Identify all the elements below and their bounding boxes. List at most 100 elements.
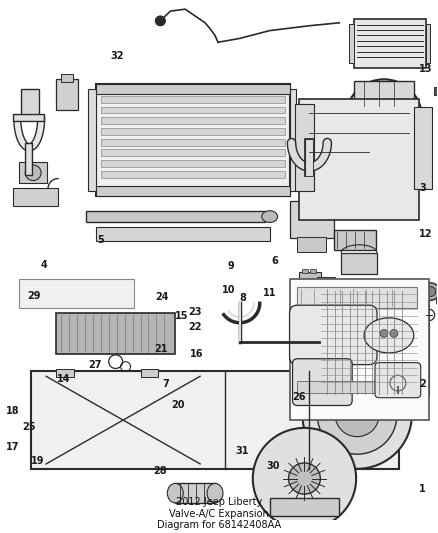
Text: 27: 27 (88, 360, 102, 370)
Bar (101, 160, 285, 167)
Text: 7: 7 (162, 379, 169, 390)
Bar (101, 96, 285, 103)
Bar (141, 369, 159, 377)
Bar (434, 87, 438, 95)
Bar (341, 253, 377, 274)
Text: 6: 6 (271, 256, 278, 266)
Ellipse shape (390, 329, 398, 337)
Text: 11: 11 (262, 288, 276, 298)
Ellipse shape (380, 329, 388, 337)
Text: 8: 8 (239, 293, 246, 303)
Text: 3: 3 (419, 183, 426, 193)
Bar (101, 139, 285, 146)
Bar (321, 169, 345, 176)
Bar (318, 277, 335, 285)
Bar (31, 372, 399, 469)
Text: 25: 25 (22, 422, 36, 432)
Bar (354, 19, 426, 68)
Text: 30: 30 (267, 462, 280, 471)
Text: 24: 24 (155, 292, 169, 302)
Ellipse shape (303, 362, 412, 469)
FancyBboxPatch shape (375, 362, 421, 398)
Ellipse shape (318, 376, 397, 454)
Bar (354, 81, 414, 106)
Text: 18: 18 (6, 406, 19, 416)
Text: 5: 5 (97, 235, 104, 245)
Text: 21: 21 (155, 344, 168, 354)
Bar (88, 89, 96, 191)
Bar (56, 369, 74, 377)
Bar (300, 99, 419, 221)
Bar (297, 237, 326, 252)
Ellipse shape (426, 287, 436, 296)
Ellipse shape (155, 16, 165, 26)
Text: 29: 29 (28, 291, 41, 301)
Bar (324, 288, 336, 300)
Text: 15: 15 (175, 311, 188, 321)
Text: 32: 32 (110, 51, 124, 61)
Bar (175, 483, 215, 503)
Bar (290, 89, 296, 191)
Bar (300, 272, 321, 288)
FancyBboxPatch shape (290, 305, 377, 365)
Bar (101, 149, 285, 156)
Text: 10: 10 (222, 285, 235, 295)
Bar (61, 75, 73, 82)
Text: 12: 12 (419, 229, 433, 239)
Ellipse shape (335, 394, 379, 437)
Bar (294, 103, 314, 191)
Ellipse shape (437, 295, 438, 308)
Ellipse shape (422, 283, 438, 300)
Bar (96, 84, 290, 94)
Bar (13, 188, 58, 206)
Text: 2012 Jeep Liberty
Valve-A/C Expansion
Diagram for 68142408AA: 2012 Jeep Liberty Valve-A/C Expansion Di… (157, 497, 281, 530)
Bar (270, 498, 339, 515)
Text: 19: 19 (31, 456, 45, 466)
Bar (86, 211, 265, 222)
Text: 22: 22 (188, 322, 202, 333)
Bar (426, 24, 430, 63)
Bar (311, 269, 316, 273)
Bar (96, 84, 290, 196)
Bar (303, 269, 308, 273)
Bar (309, 282, 344, 309)
Bar (319, 289, 419, 396)
Bar (21, 89, 39, 120)
Ellipse shape (167, 483, 183, 503)
Bar (101, 128, 285, 135)
Bar (56, 79, 78, 110)
Bar (19, 162, 47, 183)
Bar (290, 279, 429, 420)
Bar (101, 117, 285, 124)
Text: 20: 20 (171, 400, 185, 410)
Ellipse shape (207, 483, 223, 503)
Bar (101, 107, 285, 114)
Bar (297, 381, 407, 393)
Bar (334, 230, 376, 249)
Bar (56, 313, 175, 354)
Ellipse shape (356, 89, 412, 143)
FancyBboxPatch shape (293, 359, 352, 406)
Text: 9: 9 (228, 261, 234, 271)
Ellipse shape (262, 211, 278, 222)
Text: 14: 14 (57, 374, 71, 384)
Bar (349, 24, 354, 63)
Ellipse shape (25, 165, 41, 181)
Text: 13: 13 (419, 64, 433, 74)
Text: 4: 4 (41, 260, 47, 270)
Text: 2: 2 (419, 379, 426, 390)
Bar (96, 187, 290, 196)
Ellipse shape (289, 463, 320, 494)
Text: 31: 31 (236, 446, 249, 456)
Text: 17: 17 (6, 442, 19, 451)
Ellipse shape (253, 428, 356, 529)
Bar (101, 171, 285, 177)
Ellipse shape (346, 79, 422, 154)
Text: 1: 1 (419, 484, 426, 494)
Bar (290, 201, 334, 238)
Bar (414, 107, 431, 189)
Text: 16: 16 (190, 349, 204, 359)
Bar (96, 227, 270, 241)
Text: 28: 28 (154, 466, 167, 475)
Text: 26: 26 (292, 392, 306, 402)
